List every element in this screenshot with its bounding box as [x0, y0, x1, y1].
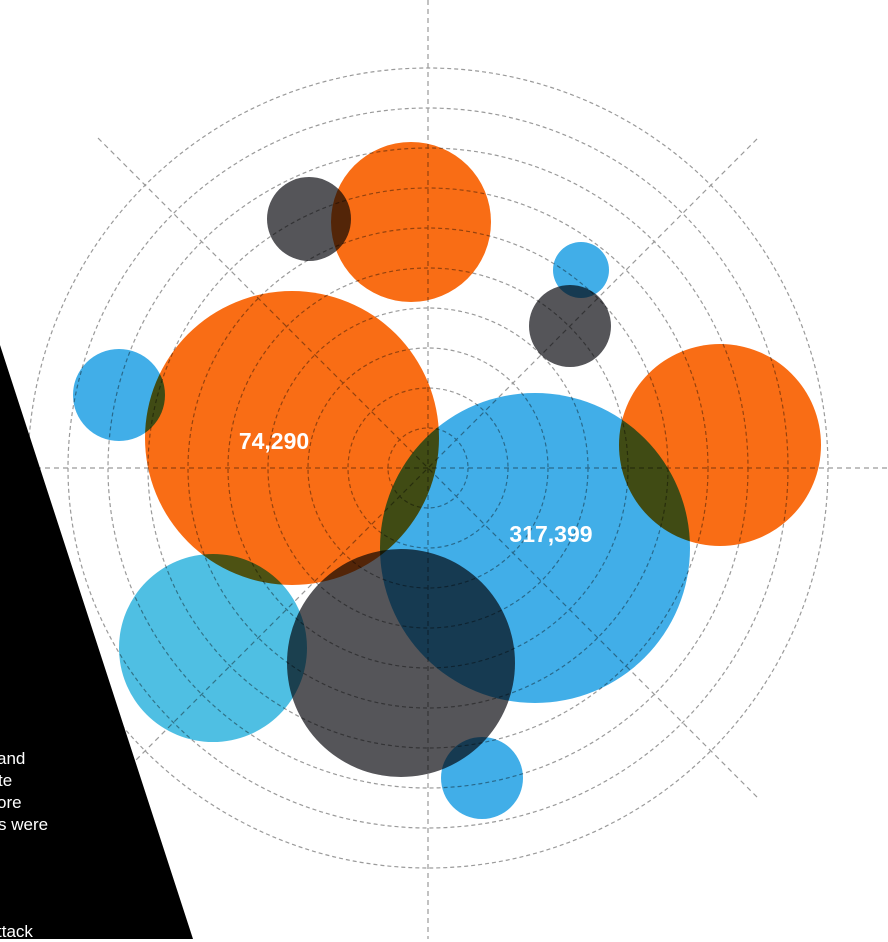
panel-text-line: and — [0, 749, 26, 768]
bubble-label: 317,399 — [509, 521, 592, 547]
bubble-grey-bottom — [287, 549, 515, 777]
panel-text-line: te — [0, 771, 13, 790]
grid-axis — [97, 137, 759, 799]
bubble-orange-right — [619, 344, 821, 546]
bubble-grey-top-right — [529, 285, 611, 367]
bubble-blue-small-top — [553, 242, 609, 298]
bubble-cyan-bottom-left — [119, 554, 307, 742]
panel-text-line: ore — [0, 793, 22, 812]
bubble-orange-large-left — [145, 291, 439, 585]
panel-text-line: s were — [0, 815, 49, 834]
bubble-orange-top — [331, 142, 491, 302]
panel-text-line: ttack — [0, 922, 33, 941]
bubble-label: 74,290 — [239, 428, 309, 454]
bubble-blue-small-bottom — [441, 737, 523, 819]
bubble-grey-top-left — [267, 177, 351, 261]
bubble-blue-left — [73, 349, 165, 441]
